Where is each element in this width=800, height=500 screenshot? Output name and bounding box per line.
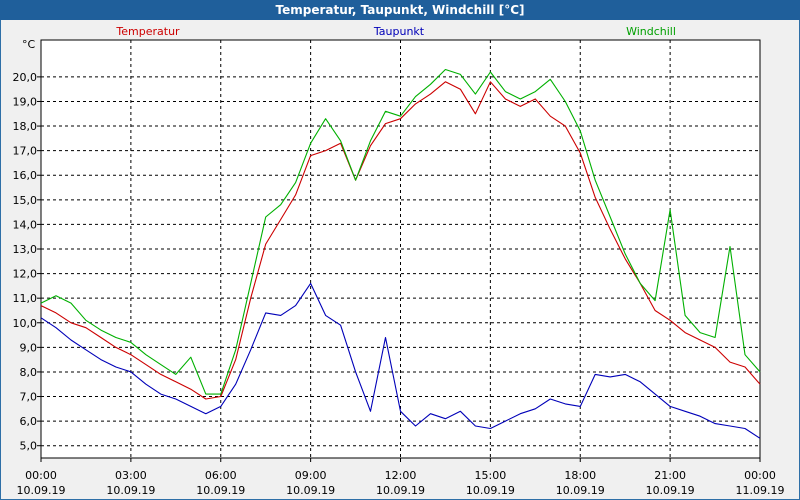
chart-title: Temperatur, Taupunkt, Windchill [°C] bbox=[0, 0, 800, 20]
x-tick-time-label: 03:00 bbox=[115, 469, 147, 482]
x-tick-time-label: 09:00 bbox=[295, 469, 327, 482]
x-tick-date-label: 10.09.19 bbox=[196, 484, 245, 497]
x-tick-time-label: 06:00 bbox=[205, 469, 237, 482]
y-tick-label: 16,0 bbox=[13, 169, 38, 182]
x-tick-date-label: 10.09.19 bbox=[556, 484, 605, 497]
legend-temperatur: Temperatur bbox=[115, 25, 180, 38]
y-unit-label: °C bbox=[22, 38, 36, 51]
legend-taupunkt: Taupunkt bbox=[373, 25, 425, 38]
y-tick-label: 15,0 bbox=[13, 194, 38, 207]
x-tick-date-label: 10.09.19 bbox=[376, 484, 425, 497]
y-tick-label: 12,0 bbox=[13, 268, 38, 281]
y-tick-label: 5,0 bbox=[20, 440, 38, 453]
x-tick-time-label: 15:00 bbox=[475, 469, 507, 482]
y-tick-label: 10,0 bbox=[13, 317, 38, 330]
y-tick-label: 14,0 bbox=[13, 218, 38, 231]
y-tick-label: 20,0 bbox=[13, 71, 38, 84]
y-tick-label: 8,0 bbox=[20, 366, 38, 379]
plot-area: 5,0 6,0 7,0 8,0 9,0 10,0 11,0 12,0 13,0 14,0 15,0 1… bbox=[13, 39, 785, 497]
y-tick-label: 19,0 bbox=[13, 95, 38, 108]
x-tick-date-label: 10.09.19 bbox=[466, 484, 515, 497]
y-tick-label: 7,0 bbox=[20, 391, 38, 404]
y-tick-label: 9,0 bbox=[20, 341, 38, 354]
x-tick-date-label: 10.09.19 bbox=[106, 484, 155, 497]
x-tick-date-label: 10.09.19 bbox=[646, 484, 695, 497]
x-tick-time-label: 00:00 bbox=[744, 469, 776, 482]
y-tick-label: 13,0 bbox=[13, 243, 38, 256]
x-tick-time-label: 00:00 bbox=[25, 469, 57, 482]
y-tick-label: 11,0 bbox=[13, 292, 38, 305]
y-tick-label: 17,0 bbox=[13, 145, 38, 158]
x-tick-time-label: 12:00 bbox=[385, 469, 417, 482]
y-tick-label: 6,0 bbox=[20, 415, 38, 428]
x-tick-time-label: 18:00 bbox=[564, 469, 596, 482]
x-tick-time-label: 21:00 bbox=[654, 469, 686, 482]
x-tick-date-label: 10.09.19 bbox=[17, 484, 66, 497]
series-line-taupunkt bbox=[40, 282, 761, 439]
series-line-windchill bbox=[40, 68, 761, 395]
x-tick-date-label: 11.09.19 bbox=[736, 484, 785, 497]
y-tick-label: 18,0 bbox=[13, 120, 38, 133]
x-tick-date-label: 10.09.19 bbox=[286, 484, 335, 497]
legend-windchill: Windchill bbox=[626, 25, 676, 38]
